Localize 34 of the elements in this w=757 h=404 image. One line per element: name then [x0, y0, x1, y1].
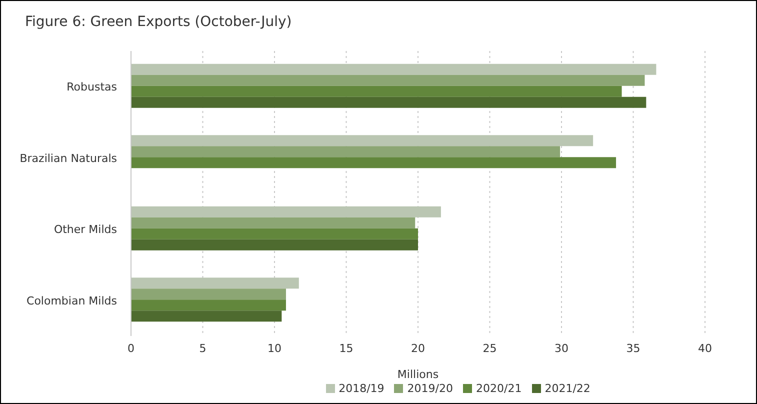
bar — [131, 288, 286, 300]
bar — [131, 96, 646, 108]
bar — [131, 135, 594, 146]
bar — [131, 74, 645, 86]
y-tick-label: Robustas — [66, 80, 118, 94]
bar — [131, 64, 656, 75]
bar — [131, 206, 441, 218]
legend-label: 2021/22 — [544, 382, 590, 395]
bar — [131, 86, 622, 97]
x-axis-title: Millions — [397, 368, 439, 381]
bar — [131, 239, 418, 250]
x-tick-label: 15 — [339, 342, 354, 355]
x-tick-label: 20 — [411, 342, 425, 355]
chart-title: Figure 6: Green Exports (October-July) — [25, 14, 292, 30]
y-tick-label: Other Milds — [54, 223, 118, 236]
x-tick-label: 10 — [268, 342, 282, 355]
legend-label: 2018/19 — [338, 382, 384, 395]
bar — [131, 157, 616, 168]
x-tick-label: 35 — [626, 342, 640, 355]
bar — [131, 217, 416, 228]
x-tick-label: 25 — [482, 342, 497, 355]
legend-label: 2019/20 — [407, 382, 453, 395]
bar — [131, 228, 418, 240]
bar — [131, 146, 560, 158]
legend-label: 2020/21 — [476, 382, 522, 395]
x-tick-label: 30 — [554, 342, 568, 355]
x-tick-label: 0 — [128, 342, 134, 355]
y-tick-label: Colombian Milds — [26, 294, 118, 308]
y-tick-label: Brazilian Naturals — [20, 152, 118, 165]
bar — [131, 300, 286, 311]
x-tick-label: 5 — [199, 342, 206, 355]
bar — [131, 278, 299, 289]
bar — [131, 310, 282, 322]
x-tick-label: 40 — [698, 342, 712, 355]
